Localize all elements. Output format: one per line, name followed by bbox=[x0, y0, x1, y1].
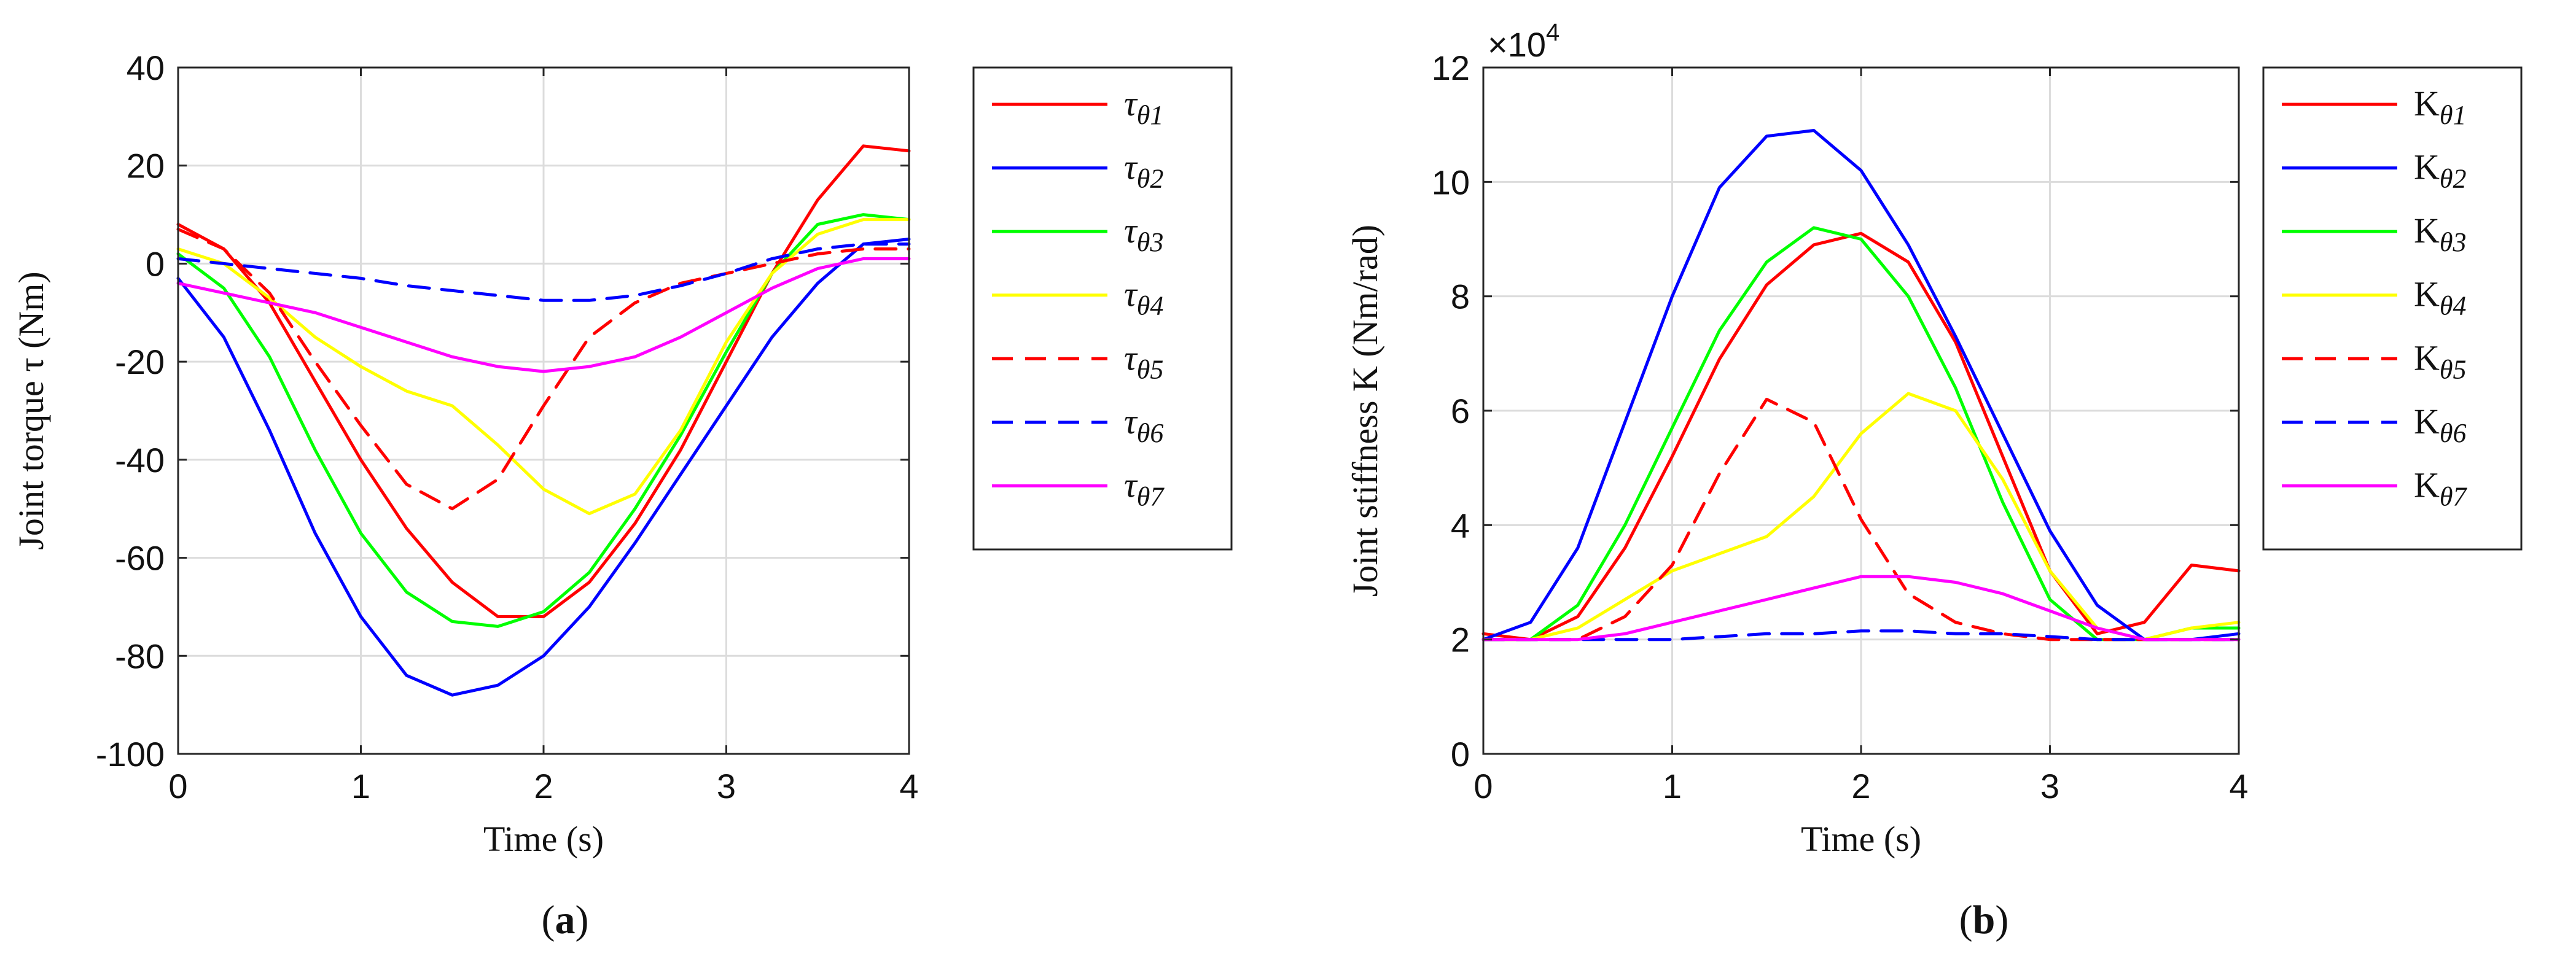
x-tick-label: 1 bbox=[1663, 767, 1682, 805]
series-line-theta7 bbox=[1481, 575, 2241, 642]
ticks: 0 1 2 3 4 -100 -80 -60 -40 -20 0 20 40 bbox=[96, 48, 919, 805]
panel-label: (b) bbox=[1959, 898, 2009, 942]
x-axis-label: Time (s) bbox=[1801, 819, 1921, 859]
grid bbox=[178, 68, 909, 754]
y-tick-label: -80 bbox=[115, 637, 165, 675]
y-tick-label: 8 bbox=[1451, 277, 1470, 316]
x-tick-label: 4 bbox=[899, 767, 918, 805]
legend: Kθ1 Kθ2 Kθ3 Kθ4 Kθ5 Kθ6 Kθ7 bbox=[2262, 66, 2523, 551]
y-tick-label: 4 bbox=[1451, 506, 1470, 545]
legend-label: τθ2 bbox=[1124, 147, 1163, 194]
y-axis-label: Joint torque τ (Nm) bbox=[11, 271, 51, 549]
legend-label: Kθ3 bbox=[2414, 211, 2467, 257]
y-tick-label: 40 bbox=[127, 48, 165, 87]
x-tick-label: 1 bbox=[351, 767, 370, 805]
y-tick-label: 2 bbox=[1451, 621, 1470, 659]
x-tick-label: 4 bbox=[2229, 767, 2248, 805]
legend-label: τθ6 bbox=[1124, 401, 1163, 448]
y-tick-label: 20 bbox=[127, 147, 165, 185]
series-line-theta2 bbox=[1481, 129, 2241, 642]
x-axis-label: Time (s) bbox=[483, 819, 604, 859]
series-line-theta7 bbox=[176, 257, 911, 373]
series-group bbox=[1481, 129, 2241, 642]
series-line-theta5 bbox=[176, 228, 911, 511]
legend-label: Kθ4 bbox=[2414, 274, 2467, 321]
legend-label: τθ7 bbox=[1124, 465, 1165, 511]
y-tick-label: 6 bbox=[1451, 392, 1470, 430]
series-line-theta2 bbox=[176, 238, 911, 697]
y-tick-label: 0 bbox=[1451, 735, 1470, 774]
y-tick-label: -100 bbox=[96, 735, 165, 774]
series-line-theta1 bbox=[1481, 231, 2241, 642]
legend-label: τθ5 bbox=[1124, 338, 1163, 384]
legend-label: Kθ6 bbox=[2414, 401, 2467, 448]
y-axis-label: Joint stiffness K (Nm/rad) bbox=[1345, 225, 1385, 597]
x-tick-label: 3 bbox=[717, 767, 736, 805]
x-tick-label: 2 bbox=[1851, 767, 1870, 805]
series-line-theta6 bbox=[176, 242, 911, 302]
series-group bbox=[176, 144, 911, 697]
chart-panel-a: 0 1 2 3 4 -100 -80 -60 -40 -20 0 20 40 Time (s) Joint … bbox=[11, 48, 1233, 942]
axis-exponent-label: ×104 bbox=[1488, 19, 1559, 64]
legend-box bbox=[2262, 66, 2523, 551]
y-tick-label: -60 bbox=[115, 539, 165, 578]
y-tick-label: 0 bbox=[146, 244, 165, 283]
y-tick-label: 12 bbox=[1432, 48, 1470, 87]
series-line-theta3 bbox=[176, 213, 911, 628]
y-tick-label: 10 bbox=[1432, 163, 1470, 201]
series-line-theta6 bbox=[1481, 629, 2241, 642]
legend-label: Kθ7 bbox=[2414, 465, 2468, 511]
x-tick-label: 0 bbox=[168, 767, 187, 805]
y-tick-label: -40 bbox=[115, 441, 165, 479]
x-tick-label: 3 bbox=[2040, 767, 2059, 805]
legend-label: Kθ5 bbox=[2414, 338, 2467, 384]
series-line-theta1 bbox=[176, 144, 911, 618]
x-tick-label: 0 bbox=[1473, 767, 1493, 805]
legend-label: Kθ1 bbox=[2414, 83, 2467, 130]
legend-label: Kθ2 bbox=[2414, 147, 2467, 194]
legend-label: τθ1 bbox=[1124, 83, 1163, 130]
y-tick-label: -20 bbox=[115, 343, 165, 381]
x-tick-label: 2 bbox=[534, 767, 553, 805]
legend-label: τθ3 bbox=[1124, 211, 1163, 257]
panel-label: (a) bbox=[542, 898, 589, 942]
legend-box bbox=[972, 66, 1233, 551]
legend-label: τθ4 bbox=[1124, 274, 1163, 321]
legend: τθ1 τθ2 τθ3 τθ4 τθ5 τθ6 τθ7 bbox=[972, 66, 1233, 551]
